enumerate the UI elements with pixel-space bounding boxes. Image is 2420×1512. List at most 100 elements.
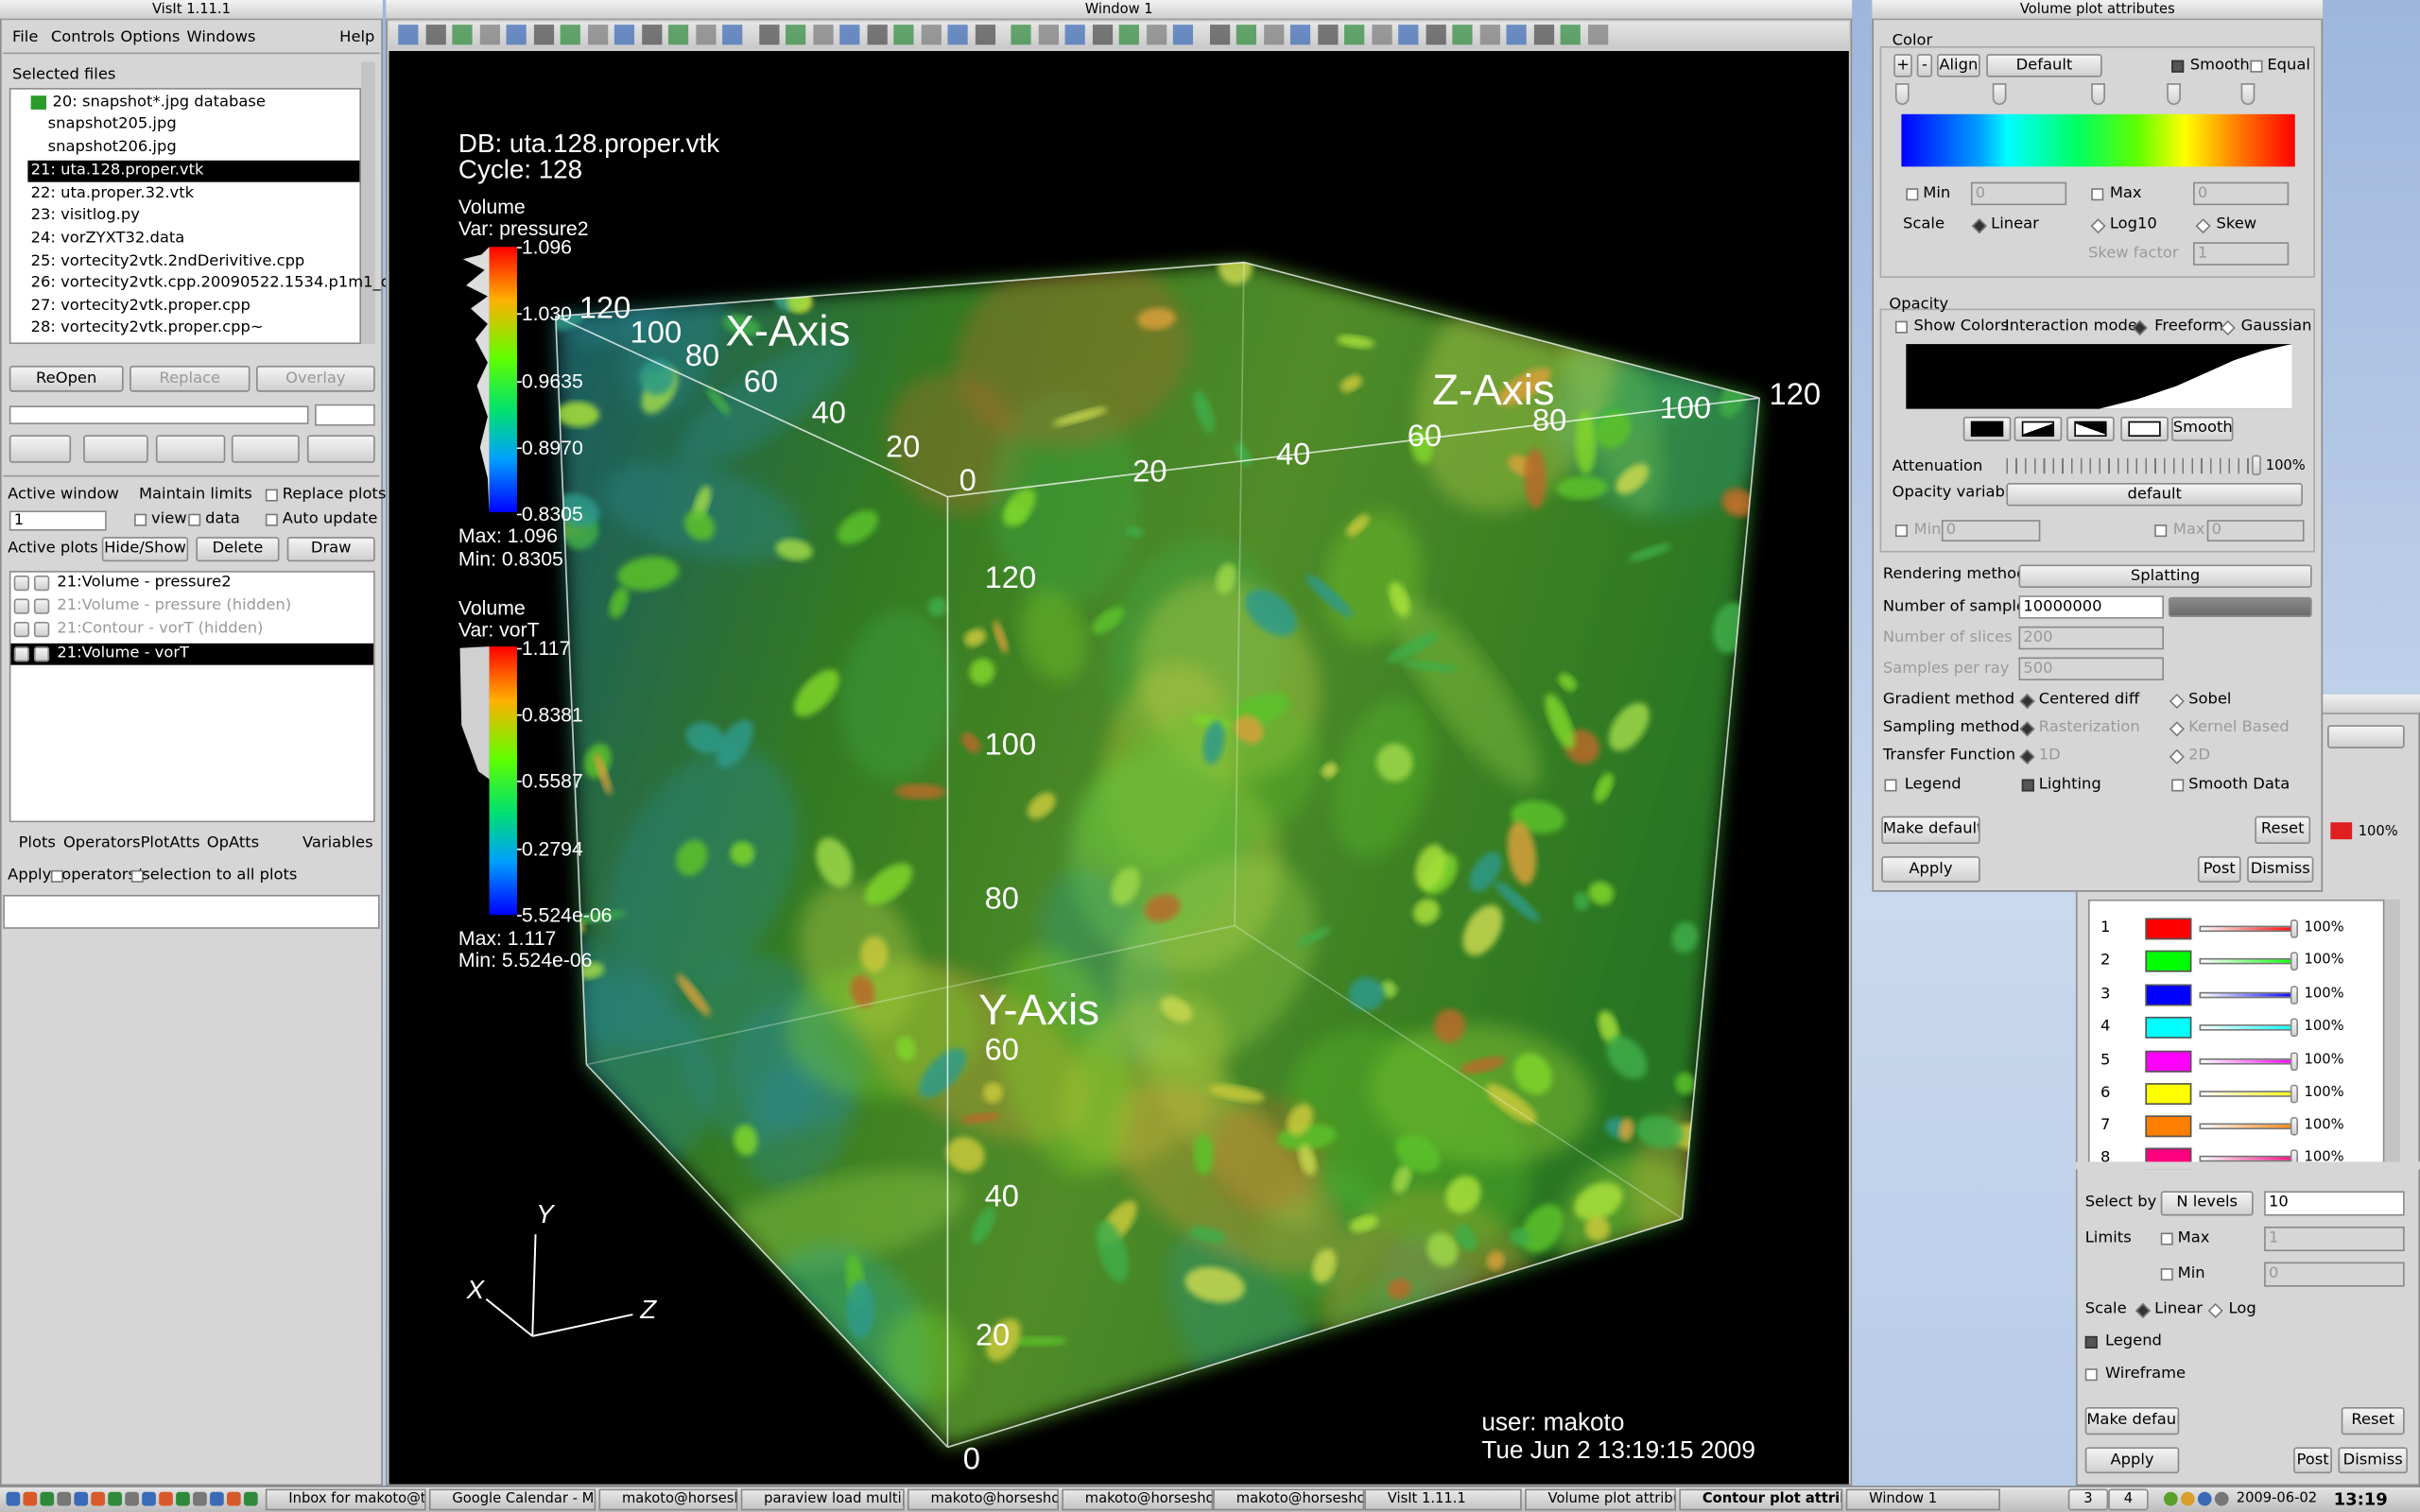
task-button[interactable]: Inbox for makoto@tac bbox=[265, 1488, 426, 1511]
task-button[interactable]: Google Calendar - Moz bbox=[428, 1488, 596, 1511]
button[interactable]: Make default bbox=[2084, 1406, 2180, 1435]
task-button[interactable]: makoto@horseshoe4: bbox=[907, 1488, 1059, 1511]
expand-arrow[interactable] bbox=[13, 621, 30, 638]
input-field[interactable]: 1 bbox=[2264, 1226, 2405, 1252]
button[interactable]: Post bbox=[2197, 856, 2241, 883]
input-field[interactable]: 10000000 bbox=[2018, 595, 2164, 619]
file-item[interactable]: 20: snapshot*.jpg database bbox=[52, 94, 266, 112]
checkbox[interactable] bbox=[2084, 1335, 2098, 1349]
checkbox[interactable] bbox=[1906, 188, 1919, 201]
tab[interactable]: OpAtts bbox=[206, 834, 260, 852]
launcher-icon[interactable] bbox=[108, 1491, 122, 1506]
file-item[interactable]: 23: visitlog.py bbox=[30, 206, 140, 224]
button[interactable]: + bbox=[1893, 54, 1912, 77]
button[interactable]: default bbox=[2006, 483, 2303, 507]
tab[interactable]: Variables bbox=[302, 834, 373, 852]
tool-button[interactable] bbox=[452, 25, 473, 45]
button[interactable]: Make default bbox=[1881, 816, 1980, 845]
file-item[interactable]: snapshot206.jpg bbox=[47, 138, 177, 156]
input-field[interactable]: 200 bbox=[2018, 626, 2164, 650]
plot-item[interactable]: 21:Contour - vorT (hidden) bbox=[57, 620, 264, 638]
checkbox[interactable] bbox=[134, 513, 147, 526]
button[interactable]: Splatting bbox=[2018, 564, 2312, 589]
button[interactable]: Draw bbox=[286, 537, 375, 562]
button[interactable]: Default bbox=[1986, 54, 2102, 77]
checkbox[interactable] bbox=[130, 869, 144, 883]
button[interactable]: Smooth bbox=[2171, 416, 2234, 441]
task-button[interactable]: Contour plot attrib... bbox=[1679, 1488, 1843, 1511]
input-field[interactable]: 0 bbox=[2193, 181, 2290, 206]
slider-handle[interactable] bbox=[2290, 986, 2299, 1005]
launcher-icon[interactable] bbox=[74, 1491, 89, 1506]
button[interactable]: Dismiss bbox=[2338, 1447, 2408, 1474]
samples-slider[interactable] bbox=[2168, 596, 2312, 618]
tool-button[interactable] bbox=[398, 25, 419, 45]
tool-button[interactable] bbox=[667, 25, 689, 45]
launcher-icon[interactable] bbox=[193, 1491, 207, 1506]
menu-item[interactable]: Controls bbox=[50, 29, 115, 46]
input-field[interactable]: 10 bbox=[2264, 1191, 2405, 1216]
slider-handle[interactable] bbox=[2290, 1084, 2299, 1104]
tool-button[interactable] bbox=[812, 25, 833, 45]
tool-button[interactable] bbox=[722, 25, 743, 45]
tool-button[interactable] bbox=[975, 25, 995, 45]
tool-button[interactable] bbox=[695, 25, 716, 45]
launcher-icon[interactable] bbox=[57, 1491, 72, 1506]
tool-button[interactable] bbox=[1425, 25, 1445, 45]
checkbox[interactable] bbox=[2171, 779, 2185, 792]
expand-arrow[interactable] bbox=[13, 575, 30, 592]
tool-button[interactable] bbox=[947, 25, 968, 45]
desktop-button[interactable]: 3 bbox=[2067, 1488, 2109, 1511]
checkbox[interactable] bbox=[2160, 1232, 2173, 1246]
task-button[interactable]: makoto@horseshoe4: bbox=[598, 1488, 738, 1511]
button[interactable]: Replace bbox=[130, 365, 251, 392]
button[interactable]: N levels bbox=[2160, 1191, 2254, 1216]
vcr-button[interactable] bbox=[155, 435, 226, 463]
tool-button[interactable] bbox=[587, 25, 608, 45]
slider-handle[interactable] bbox=[2290, 1052, 2299, 1072]
checkbox[interactable] bbox=[2154, 524, 2168, 538]
tool-button[interactable] bbox=[1092, 25, 1113, 45]
checkbox[interactable] bbox=[265, 489, 278, 502]
control-point[interactable] bbox=[2167, 83, 2181, 106]
combo[interactable] bbox=[2327, 725, 2405, 748]
plot-item[interactable]: 21:Volume - pressure (hidden) bbox=[57, 596, 292, 614]
file-item[interactable]: 22: uta.proper.32.vtk bbox=[30, 184, 195, 202]
launcher-icon[interactable] bbox=[40, 1491, 55, 1506]
file-item[interactable]: 26: vortecity2vtk.cpp.20090522.1534.p1m1… bbox=[30, 274, 421, 292]
tool-button[interactable] bbox=[478, 25, 500, 45]
launcher-icon[interactable] bbox=[91, 1491, 106, 1506]
input-field[interactable]: 500 bbox=[2018, 657, 2164, 680]
checkbox[interactable] bbox=[2091, 188, 2104, 201]
tool-button[interactable] bbox=[1587, 25, 1608, 45]
slider-handle[interactable] bbox=[2290, 1117, 2299, 1136]
tool-button[interactable] bbox=[839, 25, 860, 45]
tool-button[interactable] bbox=[1317, 25, 1338, 45]
checkbox[interactable] bbox=[188, 513, 201, 526]
tool-button[interactable] bbox=[1146, 25, 1167, 45]
tool-button[interactable] bbox=[533, 25, 554, 45]
input-field[interactable]: 1 bbox=[2193, 242, 2290, 266]
tool-button[interactable] bbox=[1172, 25, 1194, 45]
tool-button[interactable] bbox=[1209, 25, 1230, 45]
input-field[interactable]: 1 bbox=[9, 510, 107, 531]
button[interactable]: Apply bbox=[2084, 1447, 2180, 1474]
menu-item[interactable]: File bbox=[12, 29, 39, 46]
button[interactable]: Reset bbox=[2255, 816, 2311, 845]
file-item[interactable]: 21: uta.128.proper.vtk bbox=[30, 162, 204, 180]
checkbox[interactable] bbox=[265, 513, 278, 526]
tab[interactable]: Plots bbox=[18, 834, 56, 852]
button[interactable]: Hide/Show bbox=[101, 537, 189, 562]
launcher-icon[interactable] bbox=[142, 1491, 156, 1506]
tool-button[interactable] bbox=[1371, 25, 1392, 45]
control-point[interactable] bbox=[2240, 83, 2256, 106]
tool-button[interactable] bbox=[1236, 25, 1256, 45]
file-item[interactable]: 27: vortecity2vtk.proper.cpp bbox=[30, 298, 251, 316]
tool-button[interactable] bbox=[1478, 25, 1500, 45]
file-item[interactable]: 25: vortecity2vtk.2ndDerivitive.cpp bbox=[30, 252, 305, 270]
menu-item[interactable]: Windows bbox=[186, 29, 256, 46]
tool-button[interactable] bbox=[893, 25, 914, 45]
menu-item[interactable]: Options bbox=[120, 29, 181, 46]
tool-button[interactable] bbox=[1344, 25, 1365, 45]
task-button[interactable]: Window 1 bbox=[1845, 1488, 2000, 1511]
